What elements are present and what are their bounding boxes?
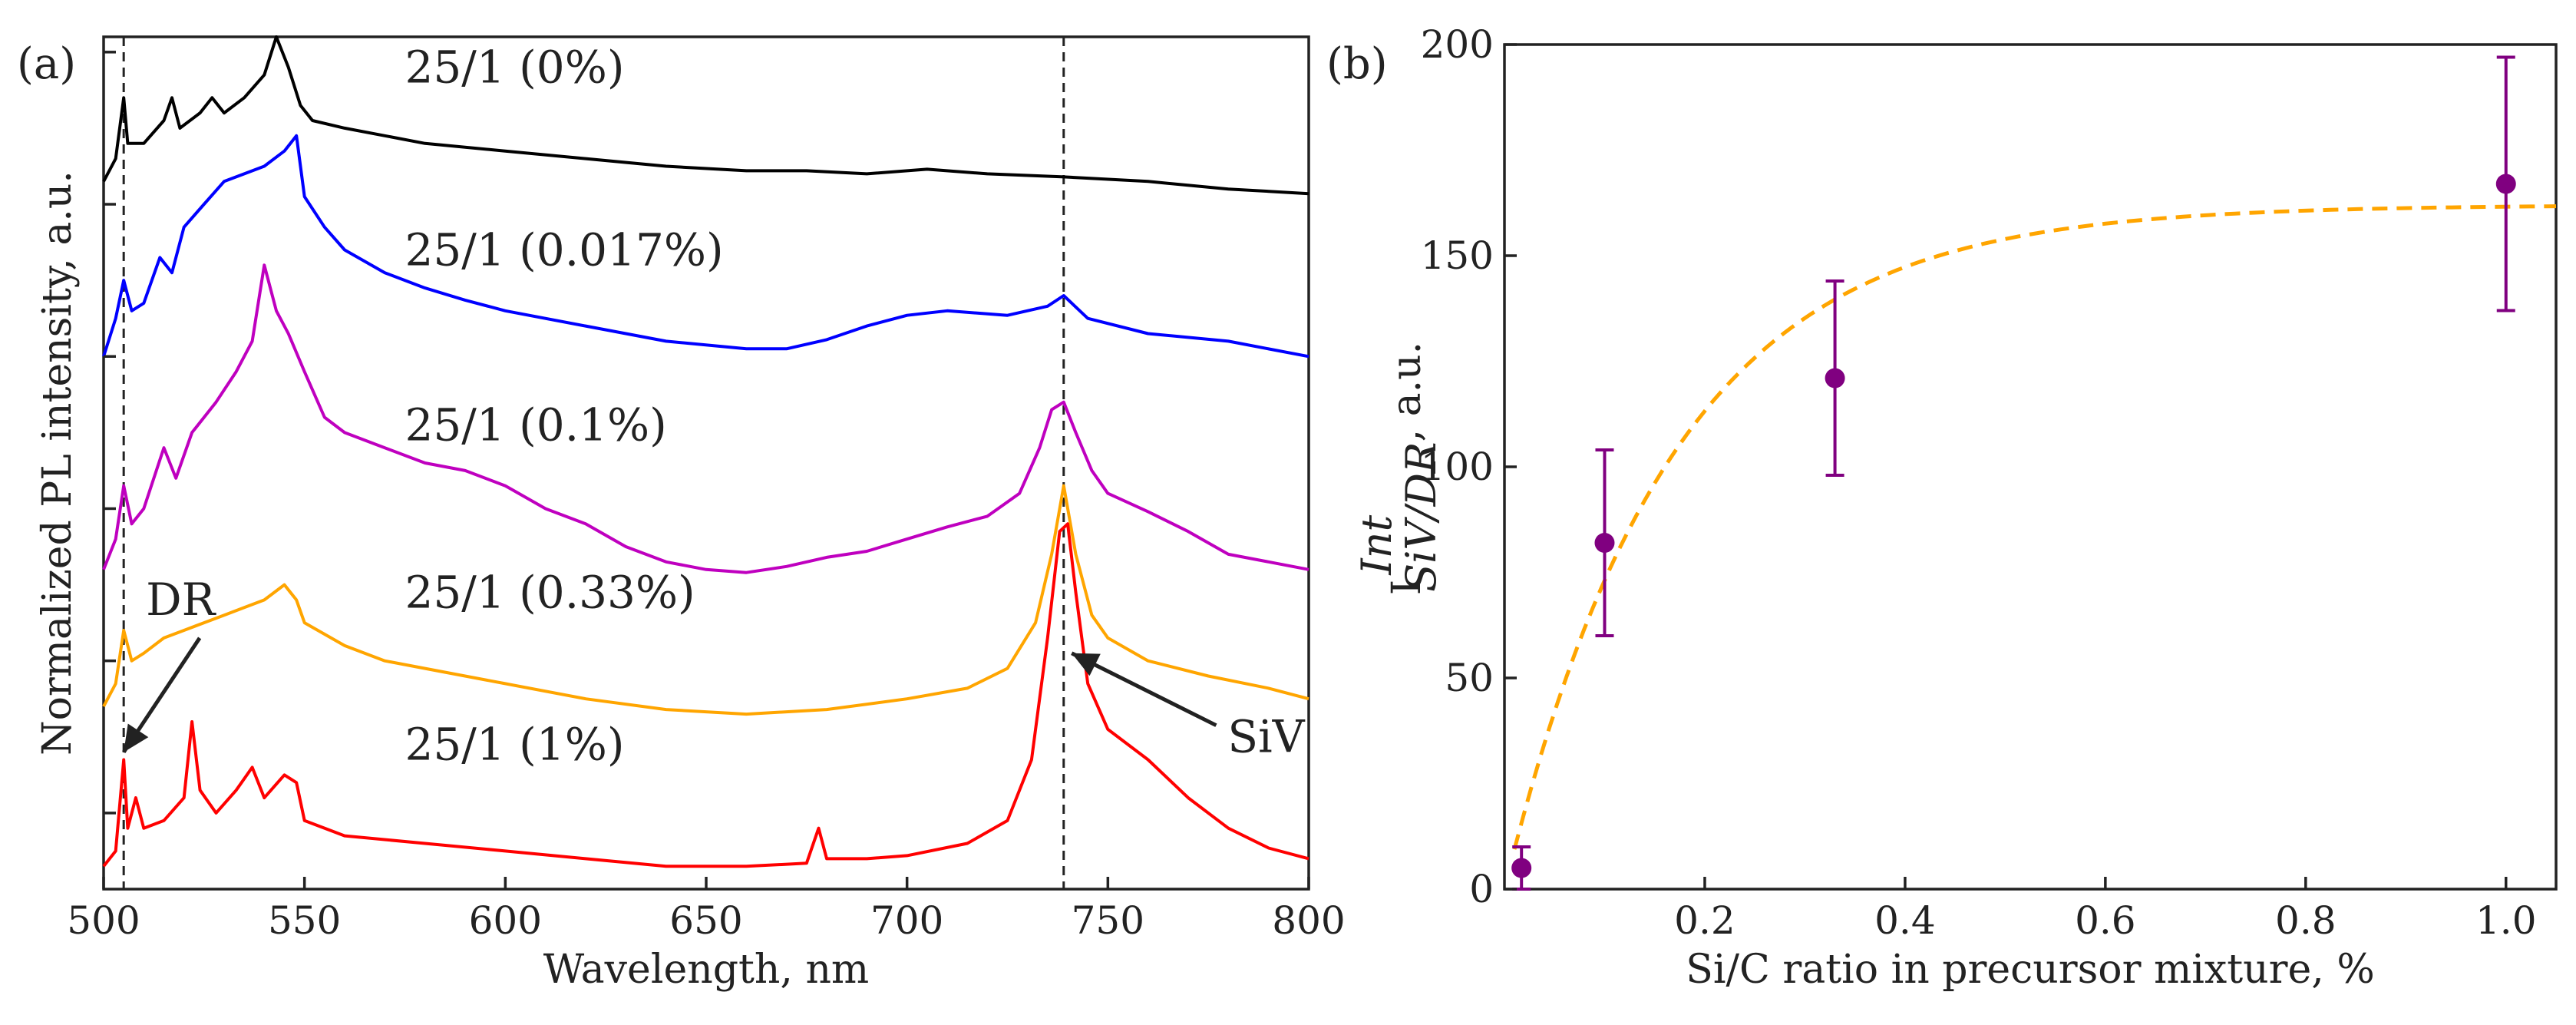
panel-a-annotations: DR SiV <box>122 574 1306 763</box>
x-tick-label-0: 500 <box>67 898 140 943</box>
x-tick-label-0: 0.2 <box>1674 898 1735 943</box>
panel-a-frame <box>102 35 1310 891</box>
y-label-sub: SiV/DR <box>1397 441 1445 591</box>
panel-a-label: (a) <box>17 39 76 89</box>
annotation-label-1: SiV <box>1227 711 1305 763</box>
series-line-4 <box>102 522 1309 868</box>
panel-b-x-axis-label: Si/C ratio in precursor mixture, % <box>1686 947 2374 993</box>
y-label-suffix: , a.u. <box>1384 342 1430 442</box>
annotation-arrow-1 <box>1071 651 1217 727</box>
panel-b-frame <box>1503 43 2558 891</box>
annotation-arrowhead-0 <box>124 723 149 752</box>
x-tick-label-2: 0.6 <box>2075 898 2136 943</box>
fit-curve-line <box>1512 204 2557 850</box>
series-label-4: 25/1 (1%) <box>405 719 625 771</box>
y-label-sup: Int <box>1352 515 1401 576</box>
x-tick-label-4: 1.0 <box>2475 898 2537 943</box>
x-tick-label-2: 600 <box>469 898 542 943</box>
y-tick-label-0: 0 <box>1469 867 1494 911</box>
y-label-main: I <box>1384 580 1430 596</box>
panel-a-reference-lines <box>122 37 1065 889</box>
panel-a-y-axis-label: Normalized PL intensity, a.u. <box>35 170 81 756</box>
data-point-1 <box>1594 533 1615 553</box>
panel-b-label: (b) <box>1326 39 1388 89</box>
series-label-0: 25/1 (0%) <box>405 41 625 93</box>
y-tick-label-3: 150 <box>1421 233 1494 278</box>
panel-b-ticks: 0.2 0.4 0.6 0.8 1.0 0 50 100 150 200 <box>1421 22 2537 943</box>
series-line-1 <box>102 134 1309 359</box>
annotation-arrowhead-1 <box>1072 653 1101 676</box>
x-tick-label-4: 700 <box>870 898 943 943</box>
svg-text:IIntSiV/DR, a.u.: I IntSiV/DR, a.u. <box>1352 342 1445 595</box>
panel-b-points <box>1511 55 2516 891</box>
y-tick-label-2: 100 <box>1421 445 1494 489</box>
panel-b-fit-curve <box>1512 204 2557 850</box>
panel-b-y-axis-label: I IntSiV/DR, a.u. <box>1352 342 1445 595</box>
x-tick-label-3: 650 <box>669 898 742 943</box>
x-tick-label-1: 0.4 <box>1874 898 1936 943</box>
series-label-2: 25/1 (0.1%) <box>405 398 667 451</box>
x-tick-label-6: 800 <box>1272 898 1345 943</box>
series-label-1: 25/1 (0.017%) <box>405 223 724 276</box>
series-line-0 <box>102 35 1309 196</box>
panel-a-series <box>102 35 1309 868</box>
y-tick-label-1: 50 <box>1445 656 1494 700</box>
series-line-3 <box>102 484 1309 716</box>
data-point-0 <box>1511 858 1532 878</box>
x-tick-label-3: 0.8 <box>2275 898 2337 943</box>
x-tick-label-5: 750 <box>1072 898 1144 943</box>
data-point-3 <box>2495 174 2516 194</box>
series-line-2 <box>102 263 1309 574</box>
panel-a-ticks: 500 550 600 650 700 750 800 <box>67 51 1346 943</box>
data-point-2 <box>1825 368 1845 389</box>
series-label-3: 25/1 (0.33%) <box>405 566 695 618</box>
panel-b: (b) 0.2 0.4 0.6 0.8 1.0 0 50 100 150 200 Si/C rat… <box>1326 22 2558 993</box>
x-tick-label-1: 550 <box>268 898 341 943</box>
panel-a-series-labels: 25/1 (0%) 25/1 (0.017%) 25/1 (0.1%) 25/1 (0… <box>405 41 724 770</box>
annotation-label-0: DR <box>146 574 217 626</box>
panel-a: (a) 25/1 (0%)25/1 (0.017%)25/1 (0.1%)25/… <box>17 35 1346 993</box>
y-tick-label-4: 200 <box>1421 22 1494 67</box>
panel-a-x-axis-label: Wavelength, nm <box>543 947 870 993</box>
